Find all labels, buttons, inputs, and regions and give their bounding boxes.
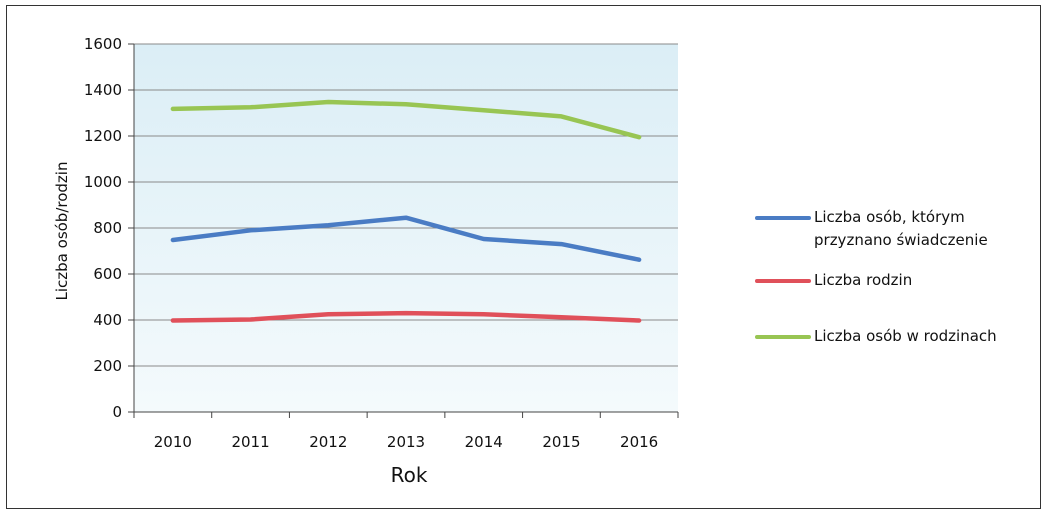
series-line-2 [170, 310, 642, 323]
series-line-1 [170, 215, 642, 262]
chart-frame: 0 200 400 600 800 1000 1200 1400 1600 2010 2011 201… [6, 5, 1041, 509]
legend-line-series-3 [755, 335, 811, 339]
y-tick-label: 1000 [84, 173, 122, 191]
x-tick-label: 2016 [620, 433, 658, 451]
y-tick-label: 0 [112, 403, 122, 421]
x-tick-label: 2012 [309, 433, 347, 451]
legend-label-series-3: Liczba osób w rodzinach [814, 327, 997, 345]
series-line-3 [170, 99, 642, 140]
y-tick-label: 1200 [84, 127, 122, 145]
x-tick-label: 2014 [465, 433, 503, 451]
series-lines [170, 99, 642, 323]
x-tick-label: 2010 [154, 433, 192, 451]
x-tick-label: 2015 [542, 433, 580, 451]
y-tick-label: 400 [93, 311, 122, 329]
legend-line-series-1 [755, 216, 811, 220]
y-tick-label: 1600 [84, 35, 122, 53]
x-tick-label: 2011 [231, 433, 269, 451]
legend-line-series-2 [755, 279, 811, 283]
axes [128, 43, 679, 418]
y-axis-title: Liczba osób/rodzin [53, 162, 71, 301]
y-tick-label: 200 [93, 357, 122, 375]
tick-labels: 0 200 400 600 800 1000 1200 1400 1600 2010 2011 201… [84, 35, 658, 451]
y-tick-label: 600 [93, 265, 122, 283]
legend-label-series-2: Liczba rodzin [814, 271, 913, 289]
x-tick-label: 2013 [387, 433, 425, 451]
line-chart: 0 200 400 600 800 1000 1200 1400 1600 2010 2011 201… [53, 35, 679, 487]
y-tick-label: 1400 [84, 81, 122, 99]
y-tick-label: 800 [93, 219, 122, 237]
legend-label-series-1: Liczba osób, którym przyznano świadczeni… [814, 208, 988, 249]
x-axis-title: Rok [391, 463, 428, 487]
